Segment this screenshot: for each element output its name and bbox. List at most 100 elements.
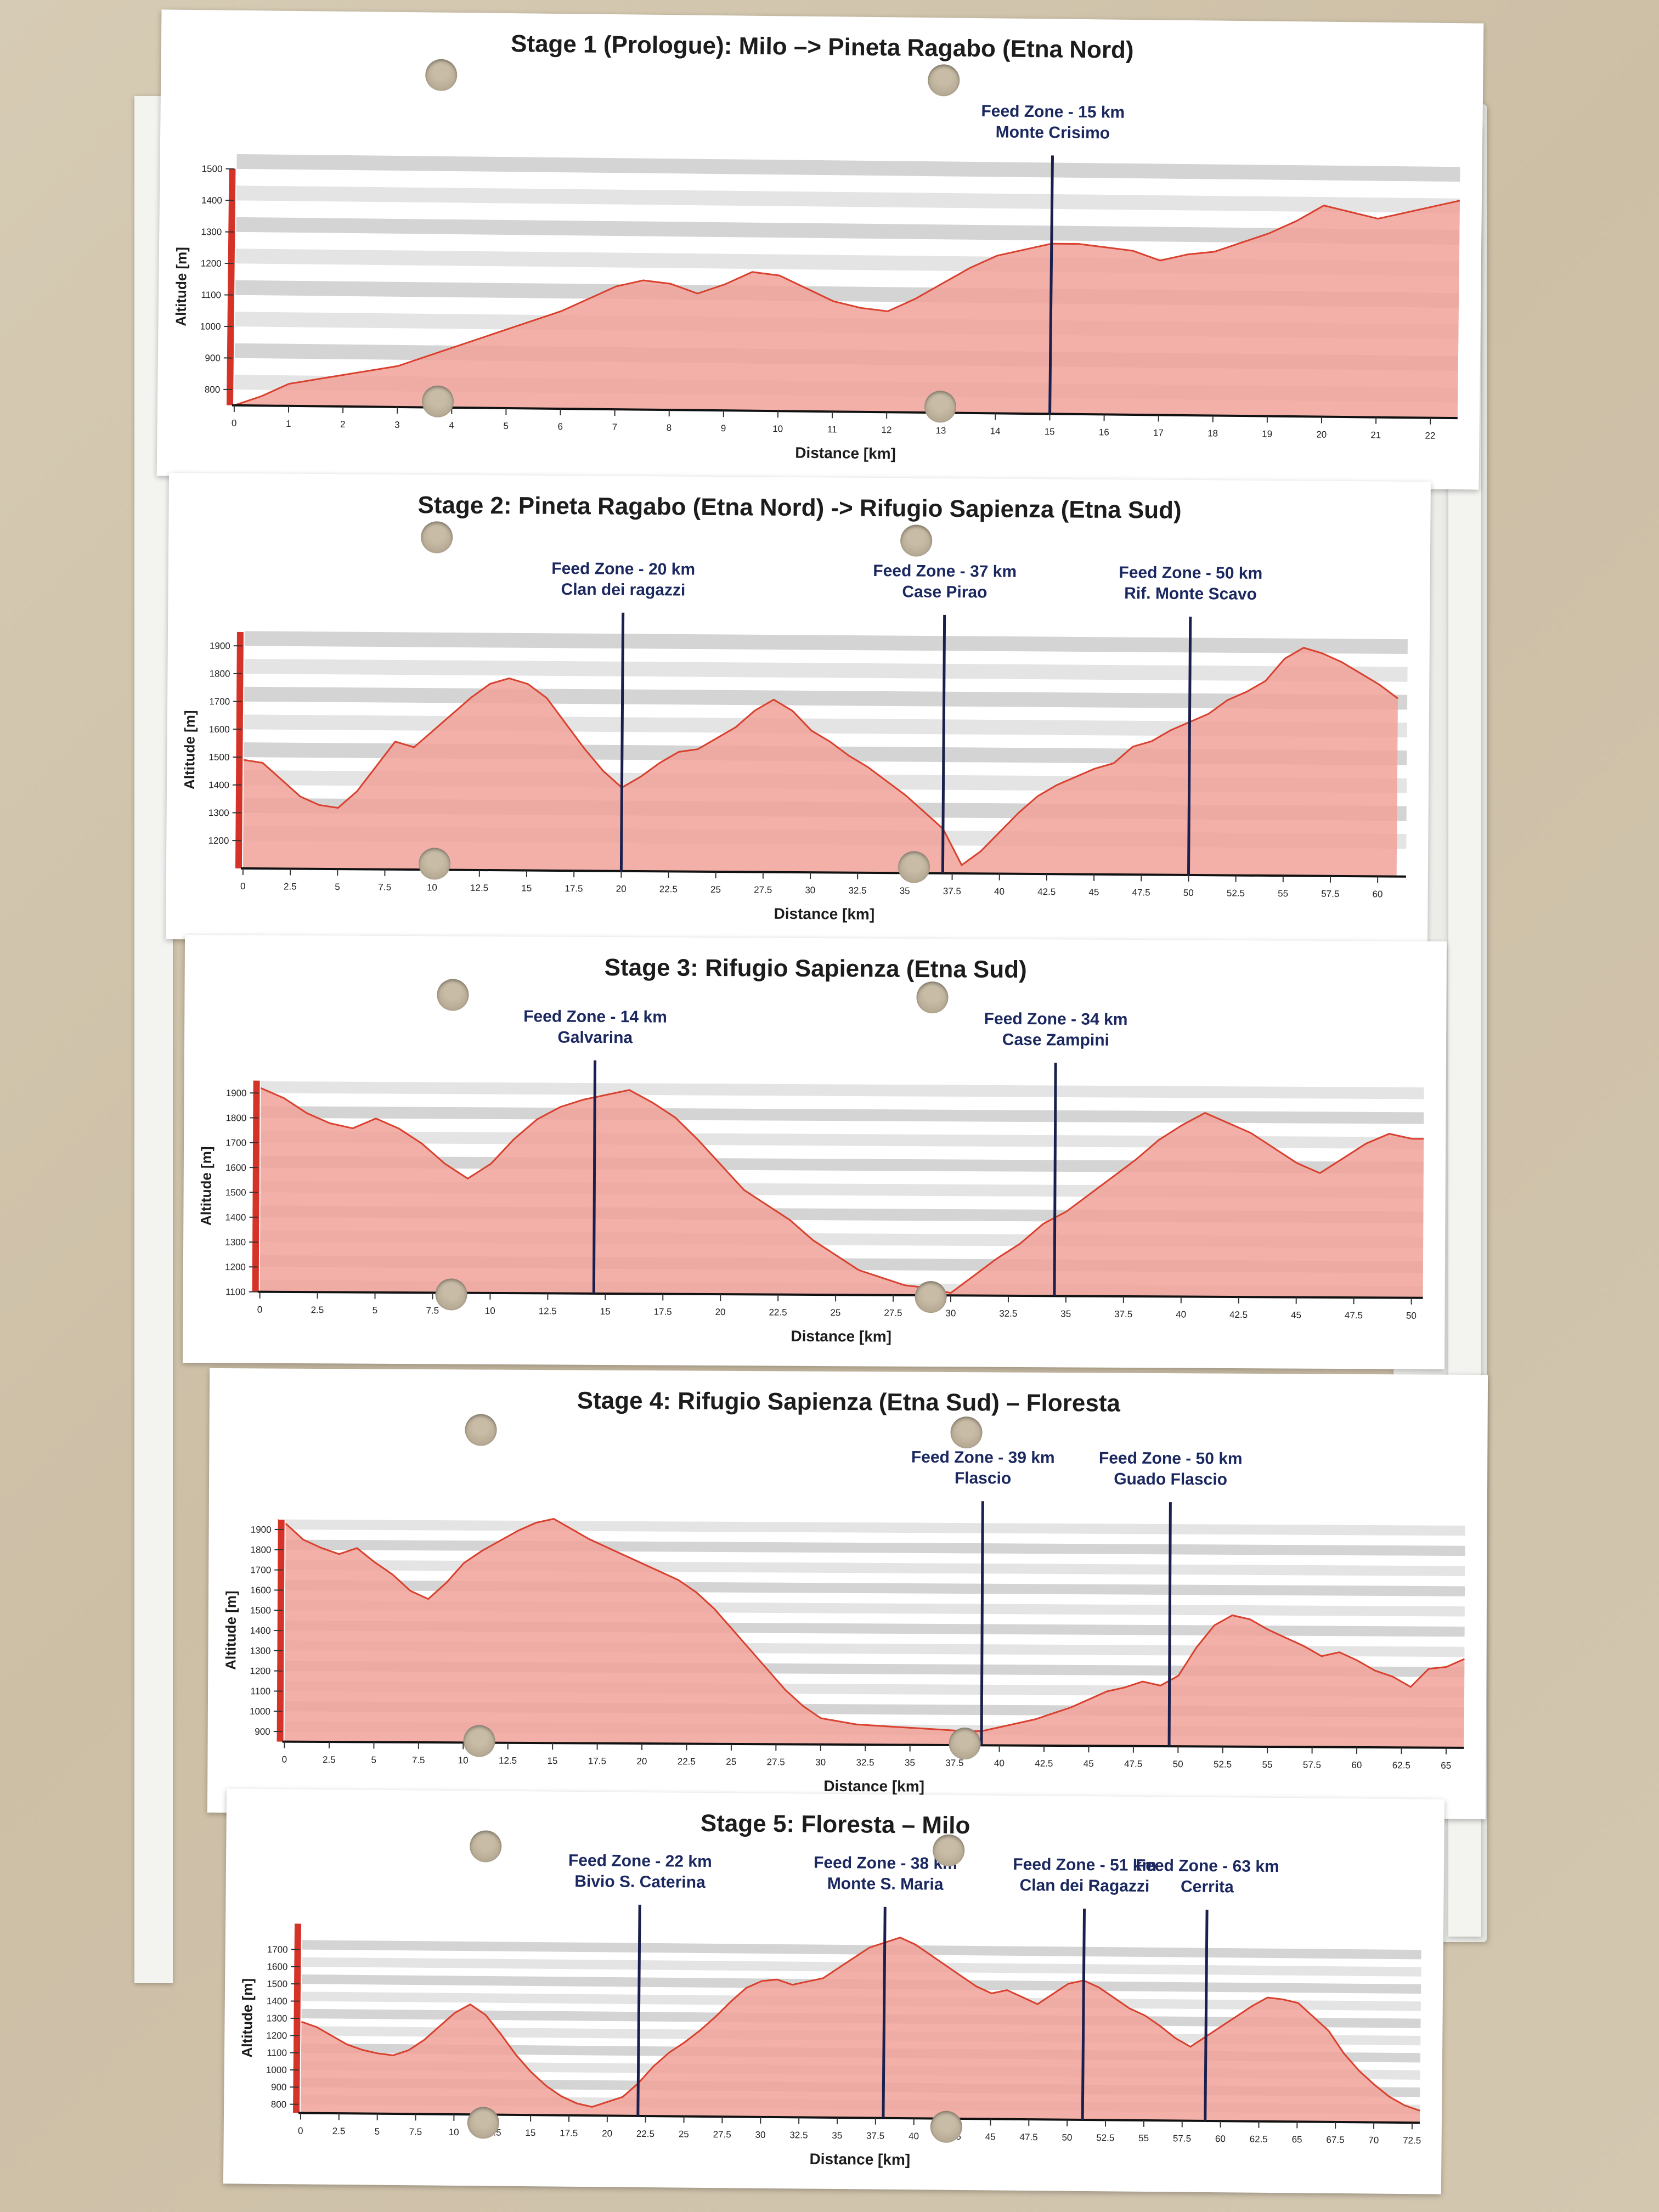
punch-hole bbox=[465, 1414, 497, 1446]
chart-title: Stage 2: Pineta Ragabo (Etna Nord) -> Ri… bbox=[417, 492, 1182, 524]
x-tick-label: 20 bbox=[1316, 429, 1327, 439]
y-axis-label: Altitude [m] bbox=[239, 1978, 256, 2058]
x-tick-label: 37.5 bbox=[1114, 1309, 1132, 1319]
x-tick-label: 37.5 bbox=[866, 2131, 884, 2141]
feed-zone-label: Feed Zone - 50 km bbox=[1119, 563, 1262, 583]
punch-hole bbox=[435, 1278, 467, 1311]
y-tick-label: 1100 bbox=[267, 2047, 287, 2058]
x-tick-label: 27.5 bbox=[713, 2129, 731, 2140]
x-tick-label: 22.5 bbox=[769, 1307, 787, 1318]
x-tick-label: 42.5 bbox=[1229, 1310, 1248, 1320]
x-tick-label: 15 bbox=[521, 883, 532, 893]
x-tick-label: 50 bbox=[1062, 2132, 1072, 2143]
feed-zone-place: Bivio S. Caterina bbox=[574, 1872, 706, 1892]
feed-zone-place: Clan dei Ragazzi bbox=[1019, 1876, 1149, 1895]
y-tick-label: 1800 bbox=[225, 1113, 246, 1123]
x-tick-label: 72.5 bbox=[1403, 2135, 1421, 2146]
feed-zone-place: Rif. Monte Scavo bbox=[1124, 584, 1257, 603]
feed-zone-marker bbox=[882, 1906, 887, 2118]
punch-hole bbox=[916, 981, 949, 1014]
punch-hole bbox=[425, 59, 458, 92]
x-tick-label: 45 bbox=[985, 2131, 996, 2142]
x-tick-label: 50 bbox=[1406, 1311, 1417, 1321]
x-tick-label: 40 bbox=[909, 2131, 919, 2141]
y-tick-label: 1200 bbox=[201, 258, 222, 269]
y-tick-label: 1200 bbox=[208, 836, 229, 846]
y-tick-label: 1600 bbox=[250, 1585, 271, 1595]
punch-hole bbox=[467, 2107, 500, 2139]
punch-hole bbox=[463, 1725, 495, 1757]
feed-zone-label: Feed Zone - 63 km bbox=[1136, 1857, 1279, 1876]
y-tick-label: 1700 bbox=[225, 1138, 246, 1148]
grid-band bbox=[285, 1519, 1465, 1536]
feed-zone-place: Case Zampini bbox=[1002, 1031, 1109, 1049]
x-tick-label: 22.5 bbox=[636, 2129, 654, 2139]
x-tick-label: 20 bbox=[616, 884, 627, 894]
y-tick-label: 1400 bbox=[201, 195, 222, 206]
y-tick-label: 900 bbox=[205, 353, 221, 363]
elevation-line bbox=[301, 1937, 1420, 2112]
x-tick-label: 1 bbox=[286, 419, 291, 429]
chart-title: Stage 3: Rifugio Sapienza (Etna Sud) bbox=[605, 954, 1027, 983]
x-tick-label: 45 bbox=[1084, 1758, 1094, 1769]
x-tick-label: 18 bbox=[1207, 428, 1218, 438]
punch-hole bbox=[933, 1834, 965, 1867]
elevation-area bbox=[301, 1937, 1420, 2123]
x-axis-label: Distance [km] bbox=[795, 444, 896, 462]
y-tick-label: 900 bbox=[271, 2082, 287, 2092]
y-tick-label: 1500 bbox=[267, 1979, 287, 1989]
x-tick-label: 60 bbox=[1215, 2134, 1226, 2144]
x-tick-label: 5 bbox=[375, 2126, 380, 2137]
x-tick-label: 7 bbox=[612, 422, 618, 432]
grid-band bbox=[236, 217, 1460, 245]
feed-zone-marker bbox=[1204, 1909, 1209, 2121]
punch-hole bbox=[900, 524, 933, 557]
x-tick-label: 52.5 bbox=[1227, 888, 1245, 898]
punch-hole bbox=[421, 385, 454, 418]
x-tick-label: 30 bbox=[945, 1308, 956, 1318]
punch-hole bbox=[949, 1727, 981, 1760]
y-axis-bar bbox=[235, 631, 244, 868]
grid-band bbox=[236, 185, 1460, 213]
x-tick-label: 2.5 bbox=[311, 1305, 324, 1315]
x-tick-label: 47.5 bbox=[1019, 2132, 1037, 2142]
y-tick-label: 1700 bbox=[267, 1944, 288, 1955]
y-tick-label: 1300 bbox=[267, 2013, 287, 2023]
x-tick-label: 57.5 bbox=[1321, 889, 1339, 899]
y-axis-bar bbox=[252, 1080, 260, 1292]
x-tick-label: 55 bbox=[1138, 2133, 1149, 2143]
feed-zone-marker bbox=[1187, 616, 1192, 875]
x-tick-label: 62.5 bbox=[1392, 1760, 1410, 1770]
y-tick-label: 800 bbox=[271, 2099, 287, 2109]
x-tick-label: 9 bbox=[721, 423, 726, 433]
x-tick-label: 17.5 bbox=[654, 1306, 672, 1317]
x-tick-label: 45 bbox=[1291, 1310, 1301, 1321]
x-tick-label: 32.5 bbox=[856, 1757, 874, 1768]
x-tick-label: 0 bbox=[232, 418, 237, 428]
x-tick-label: 35 bbox=[900, 885, 910, 896]
feed-zone-marker bbox=[1081, 1908, 1086, 2120]
x-tick-label: 7.5 bbox=[378, 882, 391, 893]
x-tick-label: 20 bbox=[602, 2128, 612, 2138]
x-tick-label: 12.5 bbox=[539, 1306, 557, 1316]
x-tick-label: 10 bbox=[449, 2127, 459, 2137]
x-tick-label: 10 bbox=[485, 1306, 495, 1316]
feed-zone-place: Guado Flascio bbox=[1114, 1470, 1227, 1489]
y-tick-label: 1000 bbox=[266, 2065, 287, 2075]
stage-card-4: Stage 4: Rifugio Sapienza (Etna Sud) – F… bbox=[207, 1368, 1488, 1820]
chart-title: Stage 4: Rifugio Sapienza (Etna Sud) – F… bbox=[577, 1387, 1121, 1417]
punch-hole bbox=[950, 1416, 983, 1449]
x-tick-label: 35 bbox=[1060, 1308, 1071, 1319]
x-tick-label: 15 bbox=[548, 1756, 558, 1766]
x-tick-label: 32.5 bbox=[789, 2130, 808, 2140]
x-tick-label: 12.5 bbox=[499, 1756, 517, 1766]
x-tick-label: 5 bbox=[335, 882, 340, 892]
y-tick-label: 1300 bbox=[250, 1646, 271, 1656]
grid-band bbox=[261, 1081, 1424, 1099]
x-tick-label: 30 bbox=[805, 885, 815, 895]
feed-zone-place: Monte Crisimo bbox=[996, 123, 1110, 142]
x-tick-label: 37.5 bbox=[945, 1758, 963, 1768]
x-tick-label: 20 bbox=[636, 1756, 647, 1767]
feed-zone-marker bbox=[941, 614, 946, 873]
x-tick-label: 10 bbox=[458, 1755, 469, 1765]
